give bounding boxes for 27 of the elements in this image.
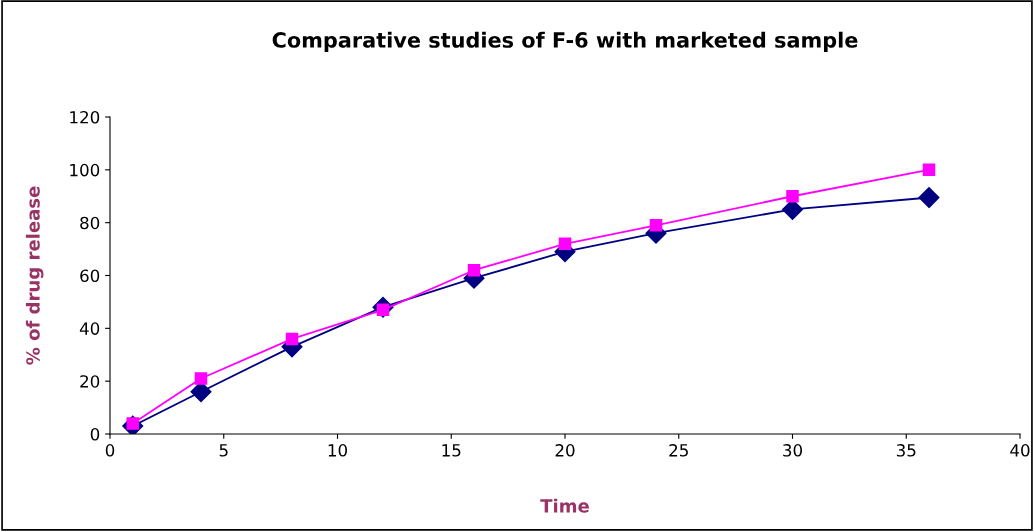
x-tick-label: 0 [105, 444, 115, 457]
point [285, 332, 299, 346]
y-tick-label: 120 [70, 110, 100, 124]
x-tick-label: 5 [219, 444, 228, 457]
x-tick-label: 25 [669, 444, 688, 457]
y-tick-label: 100 [70, 163, 100, 177]
point [918, 187, 940, 209]
y-tick-label: 0 [90, 427, 100, 441]
y-tick-label: 80 [80, 216, 100, 230]
x-tick-label: 35 [896, 444, 916, 457]
y-tick-label: 40 [79, 322, 100, 335]
x-tick-label: 40 [1010, 444, 1030, 457]
x-tick-label: 30 [783, 444, 802, 457]
x-tick-label: 10 [328, 444, 347, 457]
chart-title: Comparative studies of F-6 with marketed sample [272, 31, 858, 52]
y-tick-label: 20 [80, 375, 100, 388]
point [922, 163, 936, 177]
y-tick-label: 60 [80, 269, 100, 283]
point [194, 372, 208, 385]
x-tick-label: 15 [442, 444, 461, 457]
x-axis-title: Time [540, 498, 589, 513]
point [786, 189, 799, 203]
point [558, 237, 572, 251]
point [649, 219, 663, 232]
y-axis-title: % of drug release [25, 186, 44, 365]
point [467, 263, 481, 277]
x-tick-label: 20 [555, 444, 575, 457]
